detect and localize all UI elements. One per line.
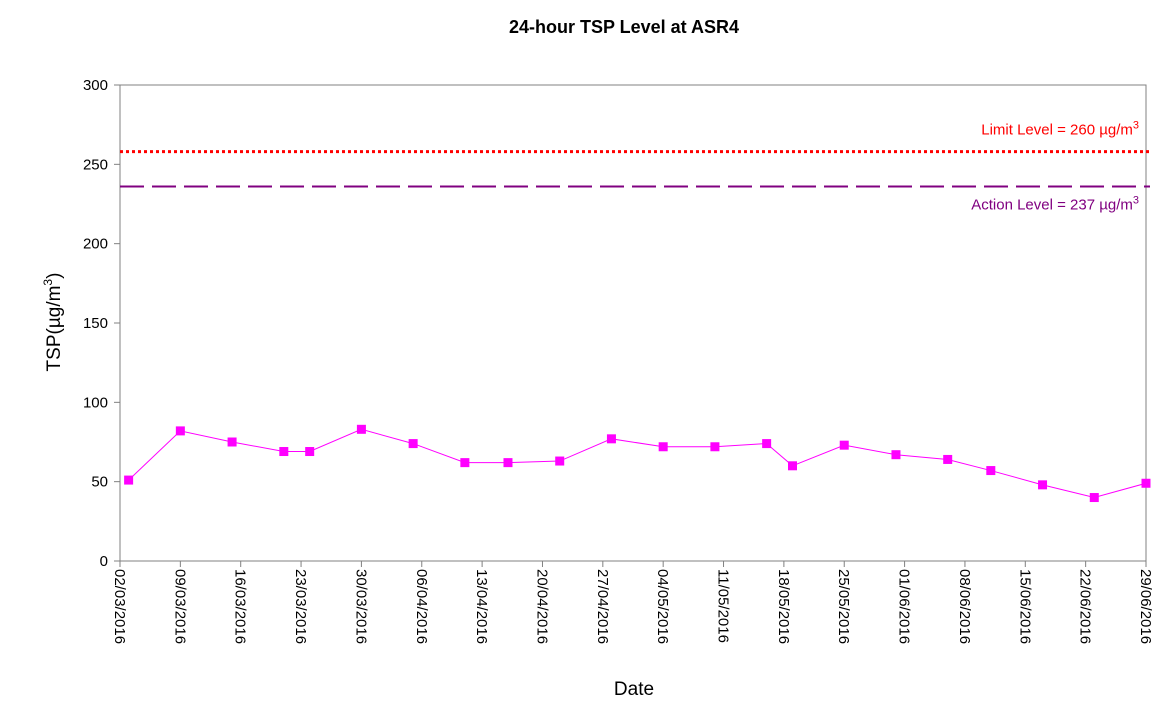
y-tick-label: 50: [91, 474, 108, 491]
y-axis: 0 50 100 150 200 250 300: [83, 77, 120, 570]
data-point: [658, 442, 668, 452]
y-tick-label: 0: [100, 553, 108, 570]
data-point: [606, 434, 616, 444]
data-point: [460, 458, 470, 468]
x-tick-label: 15/06/2016: [1016, 569, 1033, 644]
x-tick-label: 02/03/2016: [111, 569, 128, 644]
action-level-text: Action Level = 237 µg/m: [971, 197, 1133, 214]
action-level-sup: 3: [1133, 195, 1139, 207]
data-point: [279, 447, 289, 457]
y-tick-label: 250: [83, 156, 108, 173]
x-tick-label: 04/05/2016: [654, 569, 671, 644]
data-point: [1089, 493, 1099, 503]
x-tick-label: 01/06/2016: [896, 569, 913, 644]
data-point: [710, 442, 720, 452]
series-line: [128, 428, 1147, 499]
data-point: [555, 456, 565, 466]
data-point: [788, 461, 798, 471]
x-axis: 02/03/2016 09/03/2016 16/03/2016 23/03/2016…: [111, 561, 1154, 644]
data-point: [1038, 480, 1048, 490]
data-point: [762, 439, 772, 449]
y-tick-label: 200: [83, 236, 108, 253]
data-point: [356, 424, 366, 434]
data-point: [305, 447, 315, 457]
x-tick-label: 30/03/2016: [352, 569, 369, 644]
x-tick-label: 11/05/2016: [715, 569, 732, 643]
y-axis-label: TSP(µg/m3): [41, 273, 65, 372]
x-tick-label: 23/03/2016: [292, 569, 309, 644]
x-tick-label: 25/05/2016: [835, 569, 852, 644]
limit-level-sup: 3: [1133, 120, 1139, 132]
data-point: [839, 440, 849, 450]
x-tick-label: 29/06/2016: [1137, 569, 1154, 644]
y-tick-label: 100: [83, 394, 108, 411]
x-tick-label: 13/04/2016: [473, 569, 490, 644]
y-axis-label-sup: 3: [41, 279, 55, 286]
data-point: [1141, 478, 1151, 488]
y-axis-label-main: TSP(µg/m: [44, 286, 65, 372]
plot-area: [119, 84, 1147, 562]
data-point: [408, 439, 418, 449]
limit-level-text: Limit Level = 260 µg/m: [981, 122, 1133, 139]
data-point: [124, 475, 134, 485]
x-tick-label: 08/06/2016: [956, 569, 973, 644]
x-tick-label: 16/03/2016: [232, 569, 249, 644]
limit-level-label: Limit Level = 260 µg/m3: [981, 120, 1139, 139]
x-tick-label: 27/04/2016: [594, 569, 611, 644]
y-axis-label-close: ): [44, 273, 65, 279]
y-tick-label: 300: [83, 77, 108, 94]
chart-title: 24-hour TSP Level at ASR4: [509, 17, 739, 37]
data-point: [943, 454, 953, 464]
x-tick-label: 20/04/2016: [533, 569, 550, 644]
series-group: [124, 424, 1151, 503]
data-point: [227, 437, 237, 447]
data-point: [503, 458, 513, 468]
x-axis-label: Date: [614, 679, 654, 700]
x-tick-label: 22/06/2016: [1077, 569, 1094, 644]
data-point: [986, 466, 996, 476]
action-level-label: Action Level = 237 µg/m3: [971, 195, 1139, 214]
data-point: [175, 426, 185, 436]
x-tick-label: 18/05/2016: [775, 569, 792, 644]
data-point: [891, 450, 901, 460]
x-tick-label: 09/03/2016: [171, 569, 188, 644]
y-tick-label: 150: [83, 315, 108, 332]
x-tick-label: 06/04/2016: [413, 569, 430, 644]
